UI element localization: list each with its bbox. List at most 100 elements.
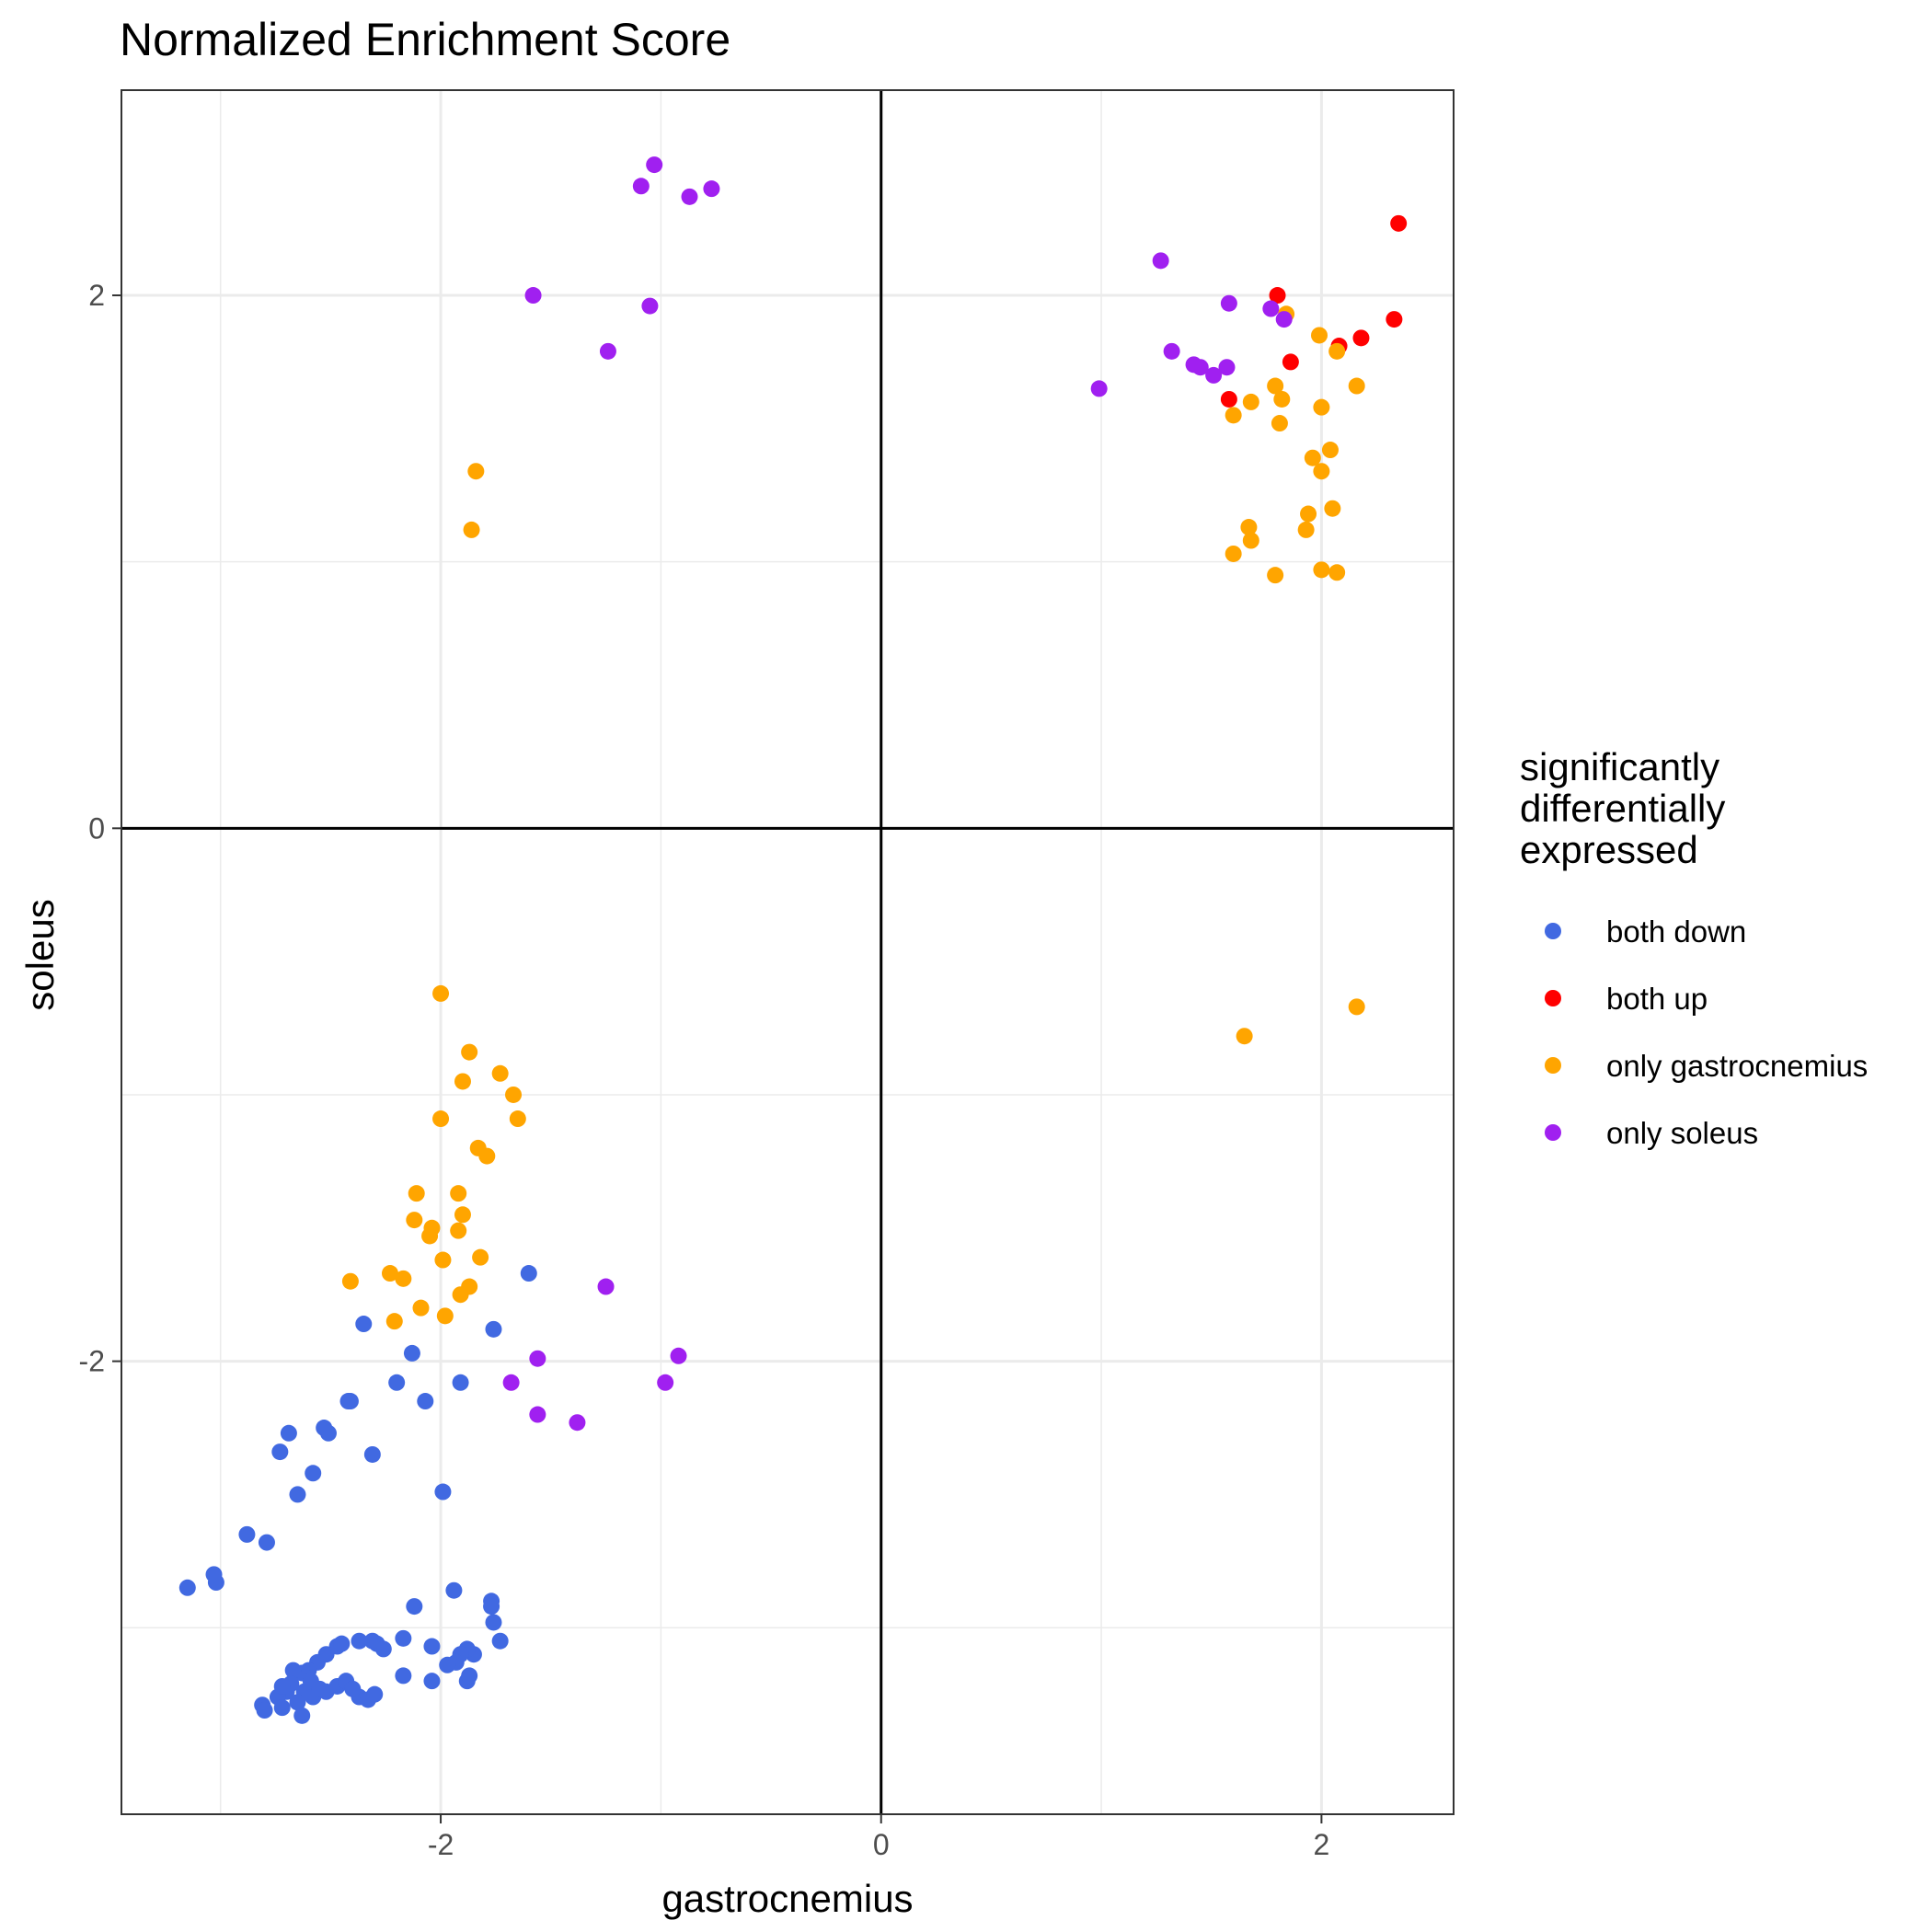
legend-key — [1545, 923, 1561, 939]
data-point — [452, 1374, 469, 1391]
data-point — [395, 1667, 412, 1685]
x-tick-label: -2 — [428, 1828, 454, 1861]
data-point — [439, 1656, 456, 1673]
data-point — [256, 1702, 273, 1719]
data-point — [1282, 353, 1299, 371]
data-point — [1191, 359, 1209, 376]
data-point — [1269, 287, 1286, 305]
legend-key — [1545, 1124, 1561, 1141]
data-point — [529, 1406, 546, 1423]
data-point — [491, 1064, 509, 1082]
data-point — [408, 1185, 425, 1202]
data-point — [505, 1086, 523, 1103]
data-point — [463, 521, 480, 538]
data-point — [1218, 359, 1236, 376]
data-point — [311, 1680, 328, 1697]
panel-background — [121, 90, 1454, 1814]
data-point — [355, 1316, 373, 1333]
data-point — [363, 1445, 381, 1463]
data-point — [1297, 521, 1315, 538]
series-both-down — [178, 1265, 537, 1724]
data-point — [417, 1393, 434, 1410]
x-tick-label: 2 — [1313, 1828, 1329, 1861]
data-point — [1225, 407, 1242, 424]
y-tick-label: 2 — [88, 279, 105, 312]
data-point — [1242, 532, 1259, 549]
data-point — [641, 297, 659, 315]
legend-key — [1545, 990, 1561, 1006]
data-point — [403, 1344, 420, 1362]
legend-title: significantly differentially expressed — [1520, 745, 1725, 871]
series-only-soleus — [502, 156, 1293, 1432]
data-point — [363, 1632, 381, 1650]
y-tick-label: 0 — [88, 811, 105, 845]
data-point — [485, 1320, 502, 1338]
y-axis-title: soleus — [18, 899, 62, 1010]
data-point — [333, 1635, 351, 1652]
legend-item: both up — [1545, 982, 1708, 1016]
data-point — [1236, 1028, 1253, 1045]
data-point — [434, 1483, 452, 1501]
data-point — [205, 1566, 223, 1583]
data-point — [670, 1347, 687, 1364]
data-point — [454, 1073, 471, 1090]
data-point — [351, 1632, 368, 1650]
data-point — [1313, 463, 1330, 480]
x-axis-title: gastrocnemius — [661, 1877, 913, 1920]
data-point — [273, 1677, 291, 1695]
data-point — [289, 1694, 306, 1711]
data-point — [1205, 366, 1223, 384]
data-point — [436, 1307, 454, 1325]
legend-key — [1545, 1057, 1561, 1074]
data-point — [509, 1110, 526, 1128]
series-both-up — [1220, 214, 1408, 408]
data-point — [461, 1667, 478, 1685]
legend-label: both down — [1606, 914, 1746, 949]
data-point — [1348, 377, 1365, 395]
data-point — [483, 1598, 500, 1616]
data-point — [1273, 390, 1291, 408]
data-point — [445, 1581, 463, 1599]
data-point — [412, 1299, 430, 1317]
data-point — [238, 1525, 256, 1543]
data-point — [388, 1374, 406, 1391]
legend-item: only gastrocnemius — [1545, 1049, 1868, 1083]
legend-item: both down — [1545, 914, 1746, 949]
panel-border — [121, 89, 1455, 1815]
data-point — [423, 1638, 441, 1655]
data-point — [432, 984, 450, 1002]
data-point — [1348, 998, 1365, 1016]
data-point — [1386, 311, 1403, 328]
data-point — [434, 1251, 452, 1269]
data-point — [258, 1534, 275, 1551]
data-point — [1313, 398, 1330, 416]
data-point — [1220, 390, 1237, 408]
data-point — [1152, 252, 1169, 270]
data-point — [1304, 449, 1321, 466]
series-only-gastrocnemius — [341, 305, 1365, 1330]
data-point — [1300, 505, 1317, 523]
data-point — [529, 1350, 546, 1367]
data-point — [599, 342, 616, 360]
data-point — [289, 1486, 306, 1503]
x-tick-label: 0 — [873, 1828, 890, 1861]
data-point — [597, 1278, 615, 1295]
data-point — [421, 1227, 439, 1245]
data-point — [1390, 214, 1408, 232]
data-point — [461, 1043, 478, 1061]
data-point — [273, 1699, 291, 1717]
data-point — [454, 1206, 471, 1224]
data-point — [632, 178, 650, 195]
data-point — [1242, 393, 1259, 410]
data-point — [319, 1424, 337, 1442]
data-point — [1271, 415, 1288, 432]
data-point — [1321, 442, 1339, 459]
data-point — [1328, 564, 1346, 581]
y-axis-ticks: -2 0 2 — [79, 279, 121, 1378]
legend-label: only gastrocnemius — [1606, 1049, 1868, 1083]
data-point — [502, 1374, 520, 1391]
data-point — [341, 1272, 359, 1290]
data-point — [681, 188, 698, 205]
data-point — [1275, 311, 1293, 328]
plot-panel — [121, 89, 1455, 1815]
